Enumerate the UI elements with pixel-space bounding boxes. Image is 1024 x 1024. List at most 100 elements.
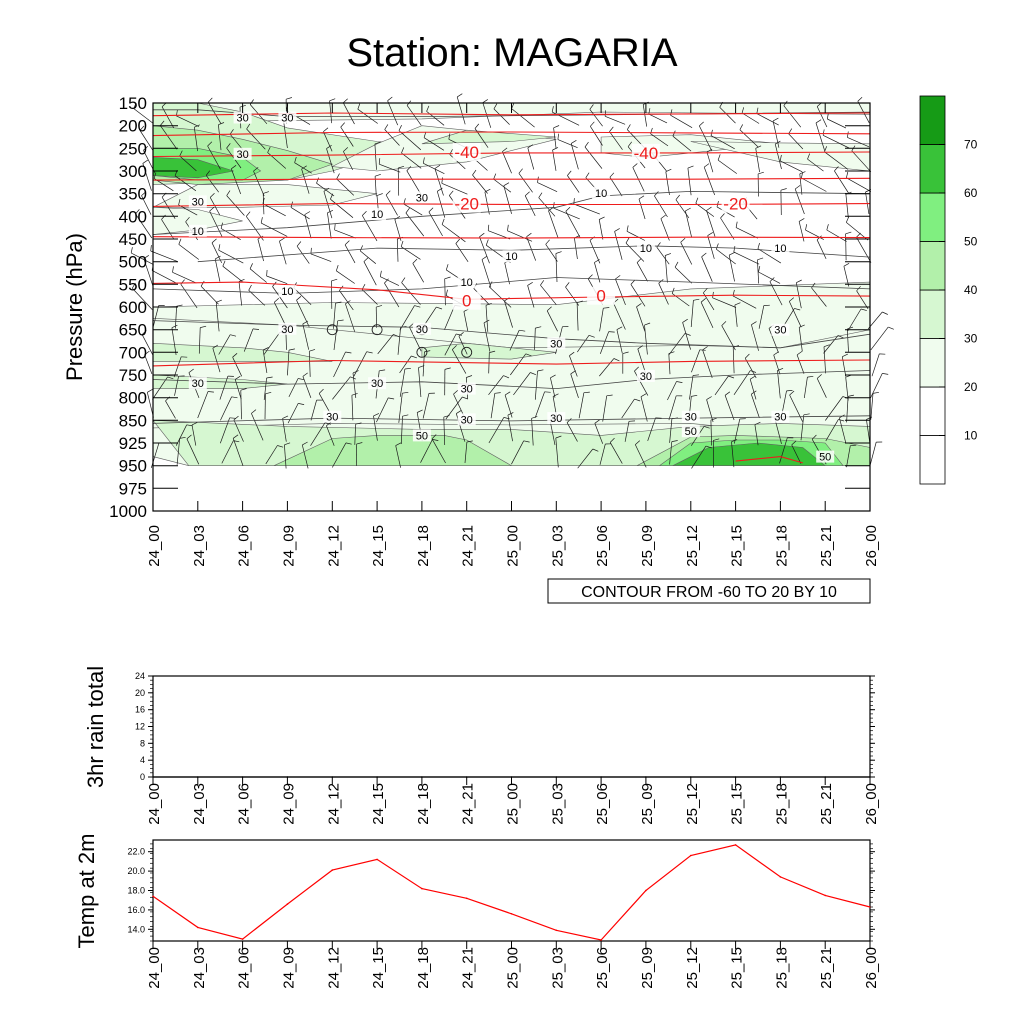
wind-barb-flag	[443, 415, 450, 418]
wind-barb	[212, 348, 221, 373]
wind-barb-flag	[130, 247, 133, 254]
wind-barb-flag	[616, 326, 623, 330]
wind-barb-flag	[412, 258, 418, 264]
shade-upper-e	[690, 141, 871, 172]
colorbar-box	[919, 192, 946, 242]
wind-barb-flag	[796, 351, 803, 356]
wind-barb	[589, 109, 603, 127]
wind-barb-flag	[326, 145, 332, 149]
wind-barb-flag	[599, 216, 605, 220]
wind-barb	[422, 393, 430, 419]
wind-barb	[211, 242, 223, 264]
wind-barb	[218, 124, 222, 151]
wind-barb	[160, 125, 178, 150]
wind-barb	[672, 135, 692, 152]
wind-barb	[534, 328, 536, 350]
wind-barb-flag	[329, 98, 336, 102]
wind-barb	[394, 219, 402, 241]
wind-barb-flag	[713, 438, 720, 441]
time-tick-label: 24_15	[370, 947, 387, 989]
wind-barb	[602, 395, 608, 422]
wind-barb-flag	[436, 306, 443, 310]
pressure-tick-label: 250	[119, 139, 147, 158]
humidity-contour-label: 10	[774, 243, 786, 255]
y-tick-label: 20.0	[127, 866, 145, 876]
wind-barb	[537, 182, 558, 193]
wind-barb	[418, 367, 422, 398]
wind-barb	[703, 166, 716, 196]
wind-barb-flag	[665, 253, 672, 256]
wind-barb-flag	[671, 440, 678, 442]
wind-barb	[180, 284, 198, 309]
wind-barb	[151, 270, 177, 284]
wind-barb	[570, 143, 579, 170]
wind-barb	[323, 131, 333, 152]
wind-barb-flag	[248, 284, 252, 291]
wind-barb-flag	[565, 206, 571, 212]
wind-barb-flag	[707, 232, 713, 236]
wind-barb-flag	[625, 237, 630, 244]
humidity-contour-label: 10	[505, 251, 517, 263]
colorbar-label: 70	[964, 138, 978, 152]
wind-barb-flag	[734, 302, 741, 306]
colorbar: 10 20 30 40 50 60 70	[919, 95, 978, 485]
wind-barb-flag	[141, 330, 147, 335]
wind-barb-flag	[194, 124, 200, 128]
wind-barb-flag	[345, 442, 352, 445]
wind-barb	[200, 285, 219, 305]
wind-barb	[815, 122, 826, 152]
wind-barb	[406, 105, 422, 126]
wind-barb	[665, 171, 670, 195]
wind-barb-flag	[417, 409, 423, 413]
wind-barb-flag	[362, 210, 367, 216]
wind-barb-flag	[668, 351, 675, 354]
wind-barb-flag	[860, 308, 867, 311]
wind-barb-flag	[344, 240, 350, 246]
wind-barb-flag	[544, 391, 551, 393]
wind-barb-flag	[274, 298, 280, 303]
wind-barb-flag	[571, 139, 577, 144]
wind-barb	[296, 300, 310, 328]
wind-barb-flag	[456, 333, 463, 336]
wind-barb	[524, 195, 536, 217]
wind-barb-flag	[266, 376, 273, 379]
wind-barb	[493, 178, 512, 193]
wind-barb	[664, 255, 668, 283]
time-tick-label: 25_15	[729, 947, 746, 989]
wind-barb-flag	[635, 440, 641, 445]
wind-barb-flag	[458, 332, 464, 337]
wind-barb	[373, 415, 378, 441]
wind-barb-flag	[823, 344, 830, 348]
wind-barb-flag	[345, 351, 352, 354]
wind-barb	[485, 305, 489, 332]
time-tick-label: 25_21	[818, 947, 835, 989]
wind-barb-flag	[249, 263, 253, 269]
wind-barb-flag	[411, 355, 418, 359]
wind-barb-flag	[531, 416, 538, 419]
wind-barb-flag	[466, 375, 473, 378]
humidity-contour-label: 50	[819, 452, 831, 464]
wind-barb	[262, 203, 286, 217]
wind-barb-flag	[400, 240, 404, 247]
wind-barb	[175, 424, 188, 446]
wind-barb	[656, 246, 670, 265]
wind-barb	[648, 113, 668, 124]
wind-barb-flag	[786, 390, 793, 392]
wind-barb-flag	[682, 318, 688, 323]
wind-barb-flag	[466, 440, 473, 443]
wind-barbs	[130, 93, 894, 469]
humidity-label-bg	[547, 337, 566, 350]
wind-barb-flag	[153, 172, 157, 179]
wind-barb	[395, 445, 401, 468]
temperature-contour-3	[152, 177, 871, 181]
humidity-contour-label: 30	[416, 192, 428, 204]
wind-barb	[423, 137, 445, 151]
humidity-shading	[152, 102, 871, 467]
wind-barb	[630, 284, 646, 307]
wind-barb-flag	[634, 398, 641, 402]
wind-barb	[856, 290, 869, 310]
wind-barb-flag	[445, 289, 448, 296]
wind-barb-flag	[634, 366, 639, 372]
wind-barb	[650, 133, 669, 147]
wind-barb-flag	[240, 388, 247, 391]
